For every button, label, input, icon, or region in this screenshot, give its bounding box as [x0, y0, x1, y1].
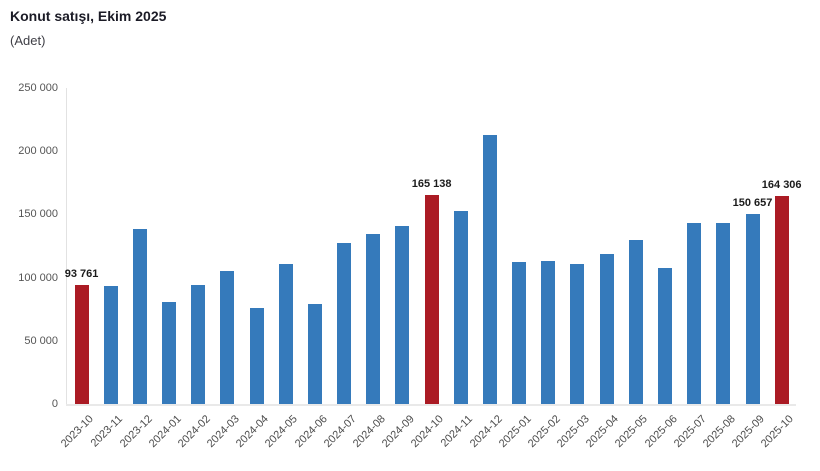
bar-2024-05[interactable]: [278, 264, 293, 404]
bar-2024-11[interactable]: [453, 210, 468, 404]
bar-2025-08[interactable]: [716, 222, 731, 404]
bar-2025-02[interactable]: [541, 261, 556, 404]
bar-2024-08[interactable]: [366, 234, 381, 404]
bar-value-label-2024-10: 165 138: [411, 178, 452, 191]
bar-2024-12[interactable]: [482, 135, 497, 404]
chart-title: Konut satışı, Ekim 2025: [10, 8, 167, 24]
y-tick-label: 250 000: [18, 82, 58, 94]
bar-2025-07[interactable]: [687, 223, 702, 404]
x-tick-label-2023-10: 2023-10: [59, 413, 97, 451]
bar-value-label-2025-10: 164 306: [761, 179, 802, 192]
y-tick-label: 50 000: [24, 334, 58, 347]
bar-2025-10[interactable]: [774, 196, 789, 404]
x-axis-line: [66, 404, 796, 406]
bar-2025-05[interactable]: [628, 239, 643, 404]
bar-2024-02[interactable]: [191, 285, 206, 404]
bar-2025-06[interactable]: [658, 267, 672, 404]
bar-2024-06[interactable]: [307, 303, 322, 404]
bar-2025-04[interactable]: [599, 254, 614, 404]
y-tick-label: 0: [51, 398, 58, 410]
bar-2025-01[interactable]: [512, 262, 527, 404]
bar-value-label-2023-10: 93 761: [64, 268, 99, 281]
bar-2025-09[interactable]: [745, 213, 760, 404]
bar-2024-04[interactable]: [249, 308, 264, 404]
bar-value-label-2025-09: 150 657: [732, 196, 773, 209]
bar-2024-07[interactable]: [337, 243, 352, 404]
y-axis-line: [66, 88, 67, 404]
y-tick-label: 200 000: [18, 145, 58, 158]
bar-2024-03[interactable]: [220, 270, 235, 404]
bar-2023-12[interactable]: [132, 228, 147, 404]
bar-2024-09[interactable]: [395, 225, 410, 404]
bar-2025-03[interactable]: [570, 263, 585, 404]
bar-2024-10[interactable]: [424, 195, 439, 404]
y-tick-label: 150 000: [18, 208, 58, 221]
chart-subtitle: (Adet): [10, 33, 46, 48]
bar-2024-01[interactable]: [162, 302, 177, 404]
y-tick-label: 100 000: [18, 271, 58, 284]
bar-2023-11[interactable]: [103, 286, 118, 404]
bar-2023-10[interactable]: [74, 285, 89, 404]
